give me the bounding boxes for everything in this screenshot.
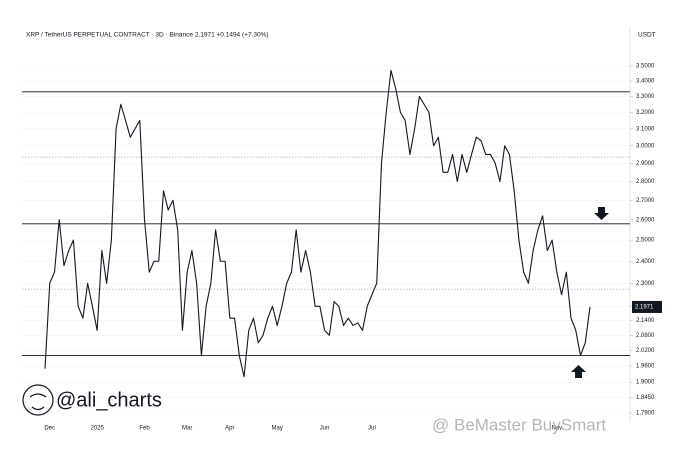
y-tick-label: 2.7000: [636, 198, 655, 204]
y-tick-label: 2.0800: [636, 333, 655, 339]
down-arrow: [594, 207, 609, 220]
axis: 3.5000 3.4000 3.3000 3.2000 3.1000 3.0000 2.90…: [44, 64, 662, 432]
y-tick-label: 2.6000: [636, 217, 655, 223]
y-tick-label: 3.2000: [636, 110, 655, 116]
x-tick-label: Feb: [139, 426, 150, 432]
price-line: [44, 69, 591, 378]
x-tick-label: 2025: [90, 426, 104, 432]
x-tick-label: Mar: [182, 426, 192, 432]
y-tick-label: 1.9000: [636, 380, 655, 386]
x-tick-label: Dec: [44, 426, 55, 432]
avatar-head: [22, 384, 54, 416]
y-tick-label: 2.3000: [636, 281, 655, 287]
currency-label: USDT: [638, 32, 656, 39]
x-tick-label: May: [272, 426, 283, 432]
y-tick-label: 3.1000: [636, 126, 655, 132]
y-tick-label: 2.9000: [636, 161, 655, 167]
last-price-box: [632, 300, 662, 313]
y-tick-label: 3.0000: [636, 143, 655, 149]
y-tick-label: 1.7900: [636, 411, 655, 417]
y-tick-label: 2.1400: [636, 318, 655, 324]
x-tick-label: Jul: [368, 426, 376, 432]
last-price-label: 2.1971: [635, 305, 654, 311]
plot: [44, 69, 591, 378]
avatar: [22, 384, 54, 416]
y-tick-label: 2.0200: [636, 348, 655, 354]
y-tick-label: 3.3000: [636, 94, 655, 100]
y-tick-label: 2.5000: [636, 238, 655, 244]
y-tick-label: 2.4000: [636, 259, 655, 265]
avatar-face: [29, 393, 47, 411]
watermark: @ali_charts: [56, 389, 162, 411]
y-tick-label: 2.8000: [636, 179, 655, 185]
up-arrow: [571, 365, 586, 378]
overlay-watermark: @ BeMaster BuySmart: [432, 415, 606, 434]
chart-title: XRP / TetherUS PERPETUAL CONTRACT · 3D ·…: [26, 32, 269, 39]
y-tick-label: 3.5000: [636, 64, 655, 70]
x-tick-label: Jun: [320, 426, 330, 432]
y-tick-label: 3.4000: [636, 79, 655, 85]
y-tick-label: 1.8450: [636, 395, 655, 401]
x-tick-label: Apr: [225, 426, 234, 432]
levels: [22, 91, 630, 357]
y-tick-label: 1.9600: [636, 364, 655, 370]
x-tick-label: Nov: [551, 426, 562, 432]
